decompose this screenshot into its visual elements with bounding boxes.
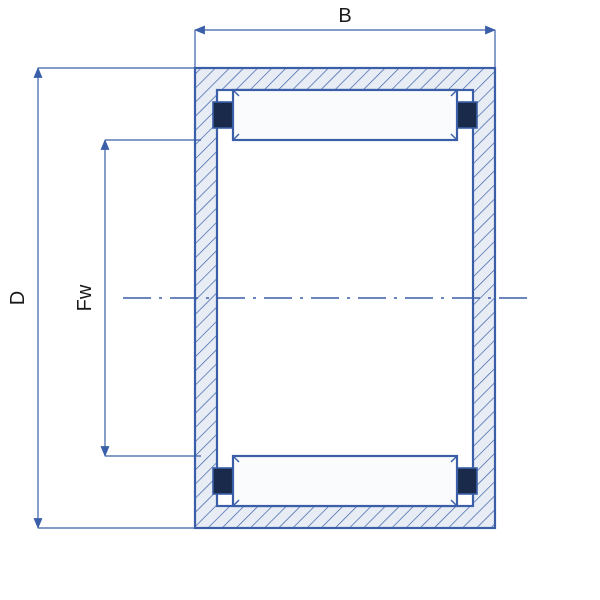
dim-label-fw: Fw	[74, 284, 96, 311]
roller-bottom-seal-left	[213, 468, 233, 494]
roller-top-seal-left	[213, 102, 233, 128]
dim-label-d: D	[7, 291, 29, 305]
roller-bottom	[233, 456, 457, 506]
dim-label-b: B	[338, 5, 351, 27]
roller-bottom-seal-right	[457, 468, 477, 494]
roller-top	[233, 90, 457, 140]
roller-top-seal-right	[457, 102, 477, 128]
